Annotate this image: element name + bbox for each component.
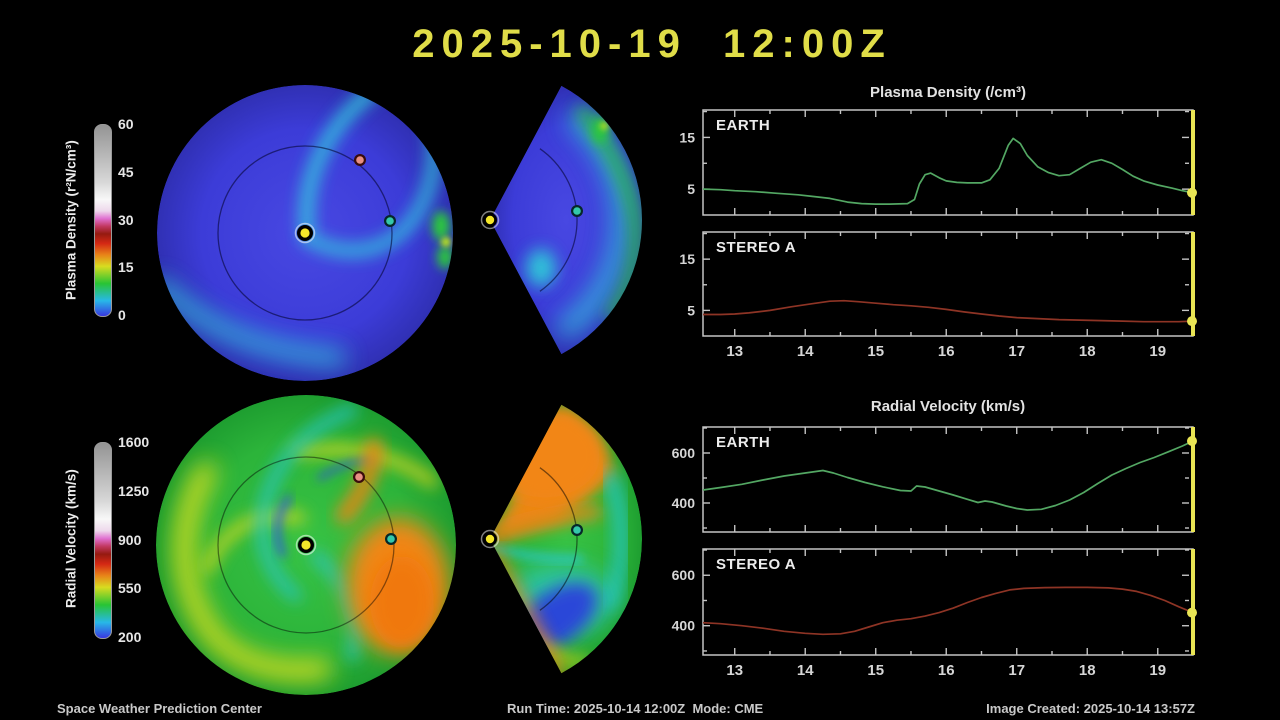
heliosphere-maps — [156, 85, 643, 695]
y-tick-label: 600 — [672, 445, 696, 461]
chart-plasma-stereo-a: 13 14 15 16 17 18 19 5 15 — [679, 231, 1197, 360]
colorbar-tick-label: 60 — [118, 116, 134, 132]
chart-frame — [702, 426, 1194, 533]
x-tick-label: 18 — [1079, 662, 1096, 679]
y-tick-label: 400 — [672, 618, 696, 634]
time-marker-dot — [1187, 607, 1197, 618]
x-tick-label: 15 — [867, 343, 884, 360]
x-tick-label: 19 — [1149, 343, 1166, 360]
x-tick-label: 17 — [1008, 343, 1025, 360]
panel-label-plasma-earth: EARTH — [716, 117, 771, 134]
colorbar-tick-label: 30 — [118, 211, 134, 228]
x-tick-label: 13 — [726, 662, 743, 679]
x-tick-label: 17 — [1008, 662, 1025, 679]
sun-icon — [295, 534, 317, 556]
x-tick-label: 14 — [797, 343, 814, 360]
earth-marker — [571, 524, 583, 536]
colorbar-gradient — [94, 442, 112, 639]
sun-icon — [480, 210, 500, 230]
series-line — [703, 299, 1194, 323]
timestamp-title: 2025-10-19 12:00Z — [412, 22, 892, 66]
colorbar-tick-label: 900 — [118, 531, 142, 548]
footer-created: Image Created: 2025-10-14 13:57Z — [986, 701, 1195, 716]
x-tick-label: 19 — [1149, 662, 1166, 679]
stereo-a-marker — [353, 471, 365, 483]
panel-label-velocity-stereo-a: STEREO A — [716, 556, 797, 573]
earth-marker — [571, 205, 583, 217]
colorbar-gradient — [94, 124, 112, 317]
panel-label-velocity-earth: EARTH — [716, 434, 771, 451]
stereo-a-marker — [354, 154, 366, 166]
colorbar-tick-label: 1600 — [118, 434, 150, 450]
plasma-density-chart-title: Plasma Density (/cm³) — [870, 84, 1026, 101]
colorbar-tick-label: 15 — [118, 259, 134, 276]
x-tick-label: 14 — [797, 662, 814, 679]
colorbar-tick-label: 200 — [118, 629, 142, 645]
y-tick-label: 5 — [687, 302, 695, 318]
plasma-density-polar-map — [157, 85, 453, 381]
x-tick-label: 18 — [1079, 343, 1096, 360]
colorbar-tick-label: 1250 — [118, 482, 150, 499]
sun-icon — [294, 222, 316, 244]
panel-label-plasma-stereo-a: STEREO A — [716, 239, 797, 256]
chart-velocity-stereo-a: 13 14 15 16 17 18 19 400 600 — [672, 548, 1197, 679]
colorbar-ticks: 1600 1250 900 550 200 — [118, 434, 162, 645]
earth-marker — [384, 215, 396, 227]
y-tick-label: 15 — [679, 129, 695, 145]
chart-plasma-earth: 5 15 — [679, 109, 1197, 216]
colorbar-tick-label: 45 — [118, 163, 134, 180]
time-marker-dot — [1187, 316, 1197, 327]
x-tick-label: 13 — [726, 343, 743, 360]
y-tick-label: 5 — [687, 181, 695, 197]
chart-frame — [702, 109, 1194, 216]
colorbar-tick-label: 550 — [118, 580, 142, 597]
series-line — [702, 440, 1194, 511]
time-marker-dot — [1187, 187, 1197, 198]
x-tick-label: 16 — [938, 343, 955, 360]
y-tick-label: 15 — [679, 251, 695, 267]
radial-velocity-chart-title: Radial Velocity (km/s) — [870, 398, 1026, 415]
x-tick-label: 15 — [867, 662, 884, 679]
earth-marker — [385, 533, 397, 545]
x-tick-label: 16 — [938, 662, 955, 679]
chart-velocity-earth: 400 600 — [672, 426, 1197, 533]
series-line — [702, 137, 1194, 205]
footer-runtime: Run Time: 2025-10-14 12:00Z Mode: CME — [507, 701, 764, 716]
y-tick-label: 600 — [672, 567, 696, 583]
colorbar-ticks: 60 45 30 15 0 — [118, 116, 162, 323]
plasma-density-meridional-map — [480, 85, 643, 355]
velocity-polar-map — [156, 395, 456, 695]
series-line — [702, 586, 1194, 636]
sun-icon — [480, 529, 500, 549]
y-tick-label: 400 — [672, 495, 696, 511]
time-marker-dot — [1187, 436, 1197, 446]
colorbar-tick-label: 0 — [118, 307, 126, 323]
footer-credit: Space Weather Prediction Center — [57, 701, 262, 716]
